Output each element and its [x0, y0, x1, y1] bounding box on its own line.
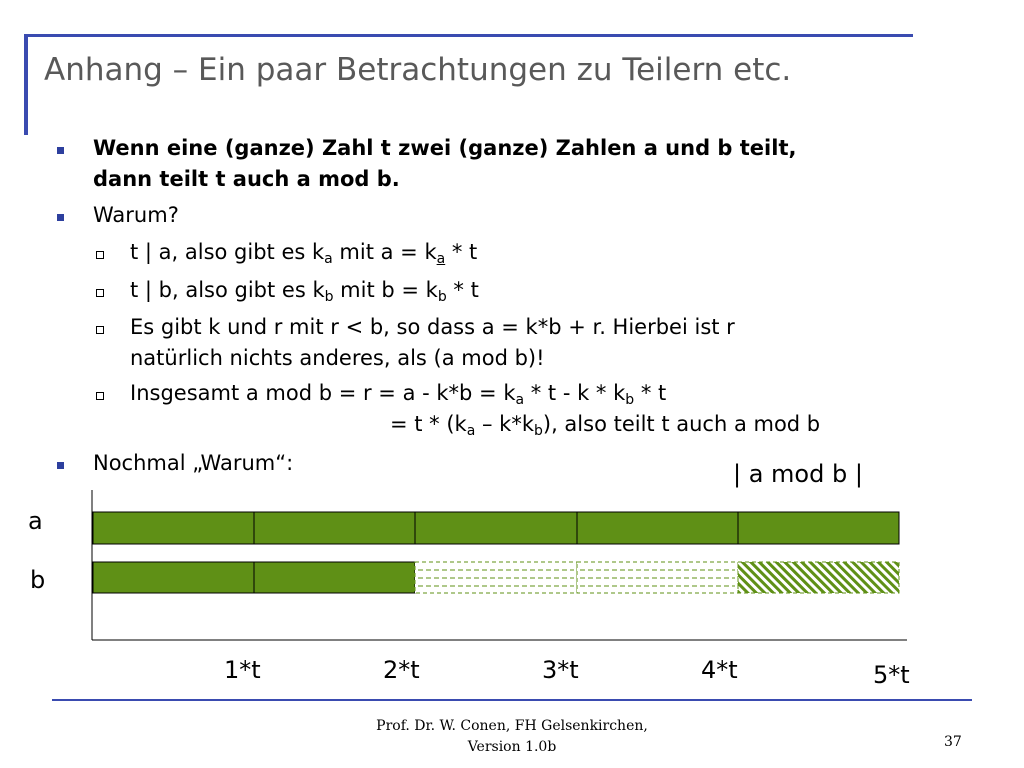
b-segment-1 [92, 561, 255, 594]
b-segment-2 [253, 561, 416, 594]
sub-bullet-4-line-1: Insgesamt a mod b = r = a - k*b = ka * t… [130, 381, 667, 408]
page-number: 37 [944, 734, 962, 750]
a-segment-5 [737, 511, 900, 545]
a-segment-2 [253, 511, 416, 545]
row-label-b: b [30, 566, 46, 594]
a-mod-b-label: | a mod b | [733, 460, 863, 488]
bullet-3: Nochmal „Warum“: [93, 451, 294, 475]
sub-bullet-square-4 [96, 392, 104, 400]
tick-label-1t: 1*t [224, 656, 261, 684]
tick-label-2t: 2*t [383, 656, 420, 684]
footer-credit: Prof. Dr. W. Conen, FH Gelsenkirchen, Ve… [312, 716, 712, 758]
sub-bullet-3-line-1: Es gibt k und r mit r < b, so dass a = k… [130, 315, 735, 339]
bullet-1-line-2: dann teilt t auch a mod b. [93, 167, 400, 191]
sub-bullet-square-3 [96, 326, 104, 334]
title-frame-left [24, 34, 28, 135]
footer-line-1: Prof. Dr. W. Conen, FH Gelsenkirchen, [376, 718, 648, 734]
tick-label-5t: 5*t [873, 661, 910, 689]
sub-bullet-4-line-2: = t * (ka – k*kb), also teilt t auch a m… [390, 412, 821, 439]
bullet-square-2 [57, 214, 64, 221]
b-remainder-hatched [737, 561, 900, 594]
row-label-a: a [28, 507, 43, 535]
slide-title: Anhang – Ein paar Betrachtungen zu Teile… [44, 52, 792, 88]
tick-label-4t: 4*t [701, 656, 738, 684]
sub-bullet-3-line-2: natürlich nichts anderes, als (a mod b)! [130, 346, 545, 370]
bullet-square-3 [57, 462, 64, 469]
sub-bullet-2: t | b, also gibt es kb mit b = kb * t [130, 278, 479, 305]
tick-label-3t: 3*t [542, 656, 579, 684]
b-dashed-segment-1 [414, 561, 578, 594]
sub-bullet-square-1 [96, 251, 104, 259]
bullet-square-1 [57, 147, 64, 154]
sub-bullet-square-2 [96, 289, 104, 297]
footer-line-2: Version 1.0b [467, 739, 557, 755]
footer-divider [52, 699, 972, 701]
b-dashed-segment-2 [576, 561, 739, 594]
bullet-1-line-1: Wenn eine (ganze) Zahl t zwei (ganze) Za… [93, 136, 797, 160]
a-segment-4 [576, 511, 739, 545]
a-segment-3 [414, 511, 578, 545]
a-segment-1 [92, 511, 255, 545]
bullet-2: Warum? [93, 203, 179, 227]
title-frame-top [24, 34, 913, 37]
sub-bullet-1: t | a, also gibt es ka mit a = ka * t [130, 240, 478, 267]
